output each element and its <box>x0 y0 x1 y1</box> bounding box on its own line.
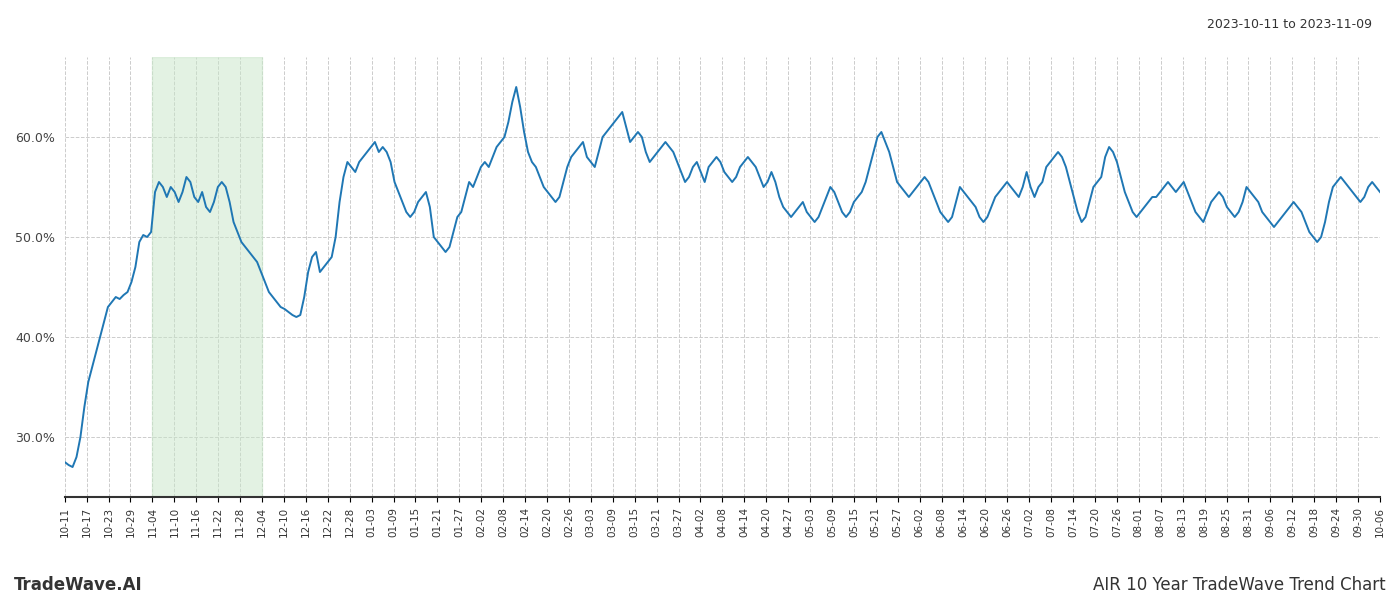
Text: 2023-10-11 to 2023-11-09: 2023-10-11 to 2023-11-09 <box>1207 18 1372 31</box>
Text: TradeWave.AI: TradeWave.AI <box>14 576 143 594</box>
Bar <box>153 57 262 497</box>
Text: AIR 10 Year TradeWave Trend Chart: AIR 10 Year TradeWave Trend Chart <box>1093 576 1386 594</box>
